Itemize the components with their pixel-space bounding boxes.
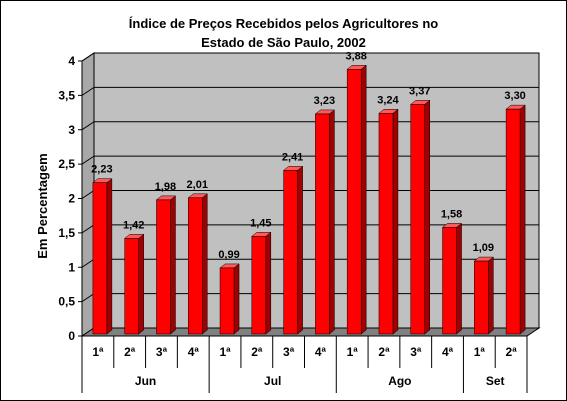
bar-side bbox=[233, 263, 240, 335]
x-tick-label: 3ª bbox=[410, 345, 422, 359]
chart-bars bbox=[92, 64, 526, 335]
bar-side bbox=[202, 193, 208, 335]
y-tick-label: 1 bbox=[68, 260, 75, 274]
bar bbox=[505, 108, 521, 335]
gridline-diagonal bbox=[81, 258, 95, 268]
bar bbox=[378, 113, 394, 335]
bar-side bbox=[170, 195, 176, 335]
chart-title-line-2: Estado de São Paulo, 2002 bbox=[201, 35, 366, 50]
x-tick-label: 2ª bbox=[506, 345, 518, 359]
x-tick-label: 4ª bbox=[442, 345, 454, 359]
data-label: 1,58 bbox=[441, 208, 462, 220]
data-label: 0,99 bbox=[218, 249, 239, 261]
bar bbox=[315, 113, 330, 335]
gridline-diagonal bbox=[81, 86, 95, 96]
bar-side bbox=[329, 109, 335, 335]
gridline-diagonal bbox=[81, 155, 95, 165]
bar bbox=[283, 170, 298, 335]
bar bbox=[410, 104, 425, 335]
x-tick-label: 3ª bbox=[156, 345, 168, 359]
x-tick-label: 1ª bbox=[92, 345, 104, 359]
bar-side bbox=[519, 104, 526, 335]
bar bbox=[124, 238, 139, 335]
gridline-diagonal bbox=[81, 52, 95, 62]
x-tick-label: 1ª bbox=[219, 345, 231, 359]
gridline-diagonal bbox=[81, 293, 95, 303]
bar bbox=[188, 197, 203, 335]
chart-axes: 0 0,5 1 1,5 2 2,5 3 3,5 4 1ª 2ª 3ª 4ª 1ª 2ª 3ª 4ª 1ª 2ª 3ª 4… bbox=[58, 54, 528, 393]
bar bbox=[346, 69, 362, 335]
y-tick-label: 0,5 bbox=[58, 295, 75, 309]
x-tick-label: 1ª bbox=[347, 345, 359, 359]
bar-side bbox=[456, 222, 462, 335]
x-tick-label: 2ª bbox=[251, 345, 263, 359]
gridline-diagonal bbox=[81, 121, 95, 131]
bar-side bbox=[297, 165, 303, 335]
x-tick-label: 2ª bbox=[378, 345, 390, 359]
y-tick-label: 2 bbox=[68, 192, 75, 206]
x-group-label: Set bbox=[486, 374, 505, 388]
data-label: 2,01 bbox=[187, 179, 208, 191]
bar-side bbox=[360, 64, 367, 335]
y-tick-label: 3,5 bbox=[58, 88, 75, 102]
y-tick-label: 2,5 bbox=[58, 157, 75, 171]
data-label: 3,23 bbox=[314, 95, 335, 107]
x-group-label: Jul bbox=[264, 374, 281, 388]
x-group-label: Ago bbox=[388, 374, 411, 388]
data-label: 2,41 bbox=[282, 151, 303, 163]
data-label: 2,23 bbox=[91, 164, 112, 176]
x-tick-label: 4ª bbox=[315, 345, 327, 359]
bar bbox=[92, 182, 108, 335]
data-label: 3,24 bbox=[377, 94, 399, 106]
data-label: 3,37 bbox=[409, 85, 430, 97]
x-tick-label: 2ª bbox=[124, 345, 136, 359]
x-tick-label: 4ª bbox=[188, 345, 200, 359]
y-tick-label: 4 bbox=[68, 54, 75, 68]
y-tick-label: 0 bbox=[68, 329, 75, 343]
gridline-diagonal bbox=[81, 224, 95, 234]
bar-side bbox=[138, 233, 144, 335]
x-group-label: Jun bbox=[135, 374, 156, 388]
data-label: 1,09 bbox=[473, 242, 494, 254]
bar-side bbox=[424, 99, 430, 335]
bar-side bbox=[392, 108, 399, 335]
bar bbox=[442, 227, 457, 335]
data-label: 1,45 bbox=[250, 217, 271, 229]
bar bbox=[474, 260, 489, 335]
chart-data-labels: 2,23 1,42 1,98 2,01 0,99 1,45 2,41 3,23 3,88 3,24… bbox=[91, 50, 526, 261]
y-tick-label: 1,5 bbox=[58, 226, 75, 240]
x-tick-label: 1ª bbox=[474, 345, 486, 359]
bar bbox=[251, 236, 267, 335]
bar-side bbox=[265, 231, 272, 335]
x-tick-label: 3ª bbox=[283, 345, 295, 359]
data-label: 1,42 bbox=[123, 219, 144, 231]
data-label: 3,30 bbox=[504, 90, 525, 102]
data-label: 1,98 bbox=[155, 181, 176, 193]
bar-side bbox=[488, 256, 494, 335]
bar-side bbox=[106, 178, 113, 335]
bar bbox=[156, 199, 171, 335]
chart-floor bbox=[80, 327, 541, 337]
gridline-diagonal bbox=[81, 190, 95, 199]
bar bbox=[219, 267, 235, 335]
y-tick-label: 3 bbox=[68, 123, 75, 137]
data-label: 3,88 bbox=[345, 50, 366, 62]
y-axis-label: Em Percentagem bbox=[35, 153, 50, 259]
chart-title-line-1: Índice de Preços Recebidos pelos Agricul… bbox=[128, 16, 439, 31]
